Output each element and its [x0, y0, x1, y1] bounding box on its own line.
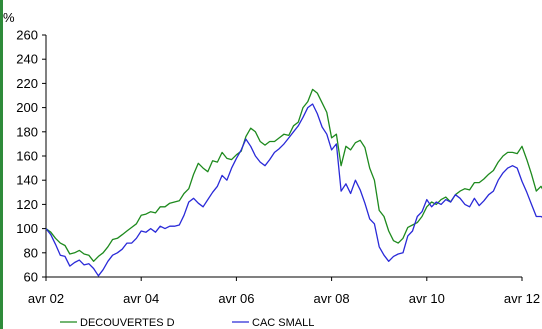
y-tick-label: 120 — [16, 197, 38, 212]
y-tick-label: 140 — [16, 173, 38, 188]
axes: 60 80 100 120 140 160 180 200 220 240 260 avr 02 avr… — [16, 28, 540, 307]
x-tick-label: avr 08 — [314, 291, 350, 306]
series-line — [45, 88, 542, 262]
y-tick-label: 240 — [16, 52, 38, 67]
y-tick-label: 100 — [16, 221, 38, 236]
series-line — [45, 103, 542, 277]
y-tick-label: 220 — [16, 76, 38, 91]
legend-label: DECOUVERTES D — [80, 317, 175, 329]
legend-label: CAC SMALL — [252, 317, 314, 329]
y-tick-label: 60 — [24, 270, 38, 285]
x-tick-label: avr 02 — [28, 291, 64, 306]
y-tick-label: 200 — [16, 100, 38, 115]
y-tick-label: 160 — [16, 149, 38, 164]
y-tick-label: 180 — [16, 124, 38, 139]
y-tick-label: 80 — [24, 245, 38, 260]
x-tick-label: avr 06 — [218, 291, 254, 306]
x-tick-label: avr 12 — [504, 291, 540, 306]
x-tick-label: avr 10 — [409, 291, 445, 306]
left-border — [0, 0, 3, 329]
series-layer — [45, 88, 542, 277]
y-axis-label: % — [3, 10, 15, 25]
legend: DECOUVERTES D CAC SMALL — [60, 317, 314, 329]
y-tick-label: 260 — [16, 28, 38, 43]
x-tick-label: avr 04 — [123, 291, 159, 306]
